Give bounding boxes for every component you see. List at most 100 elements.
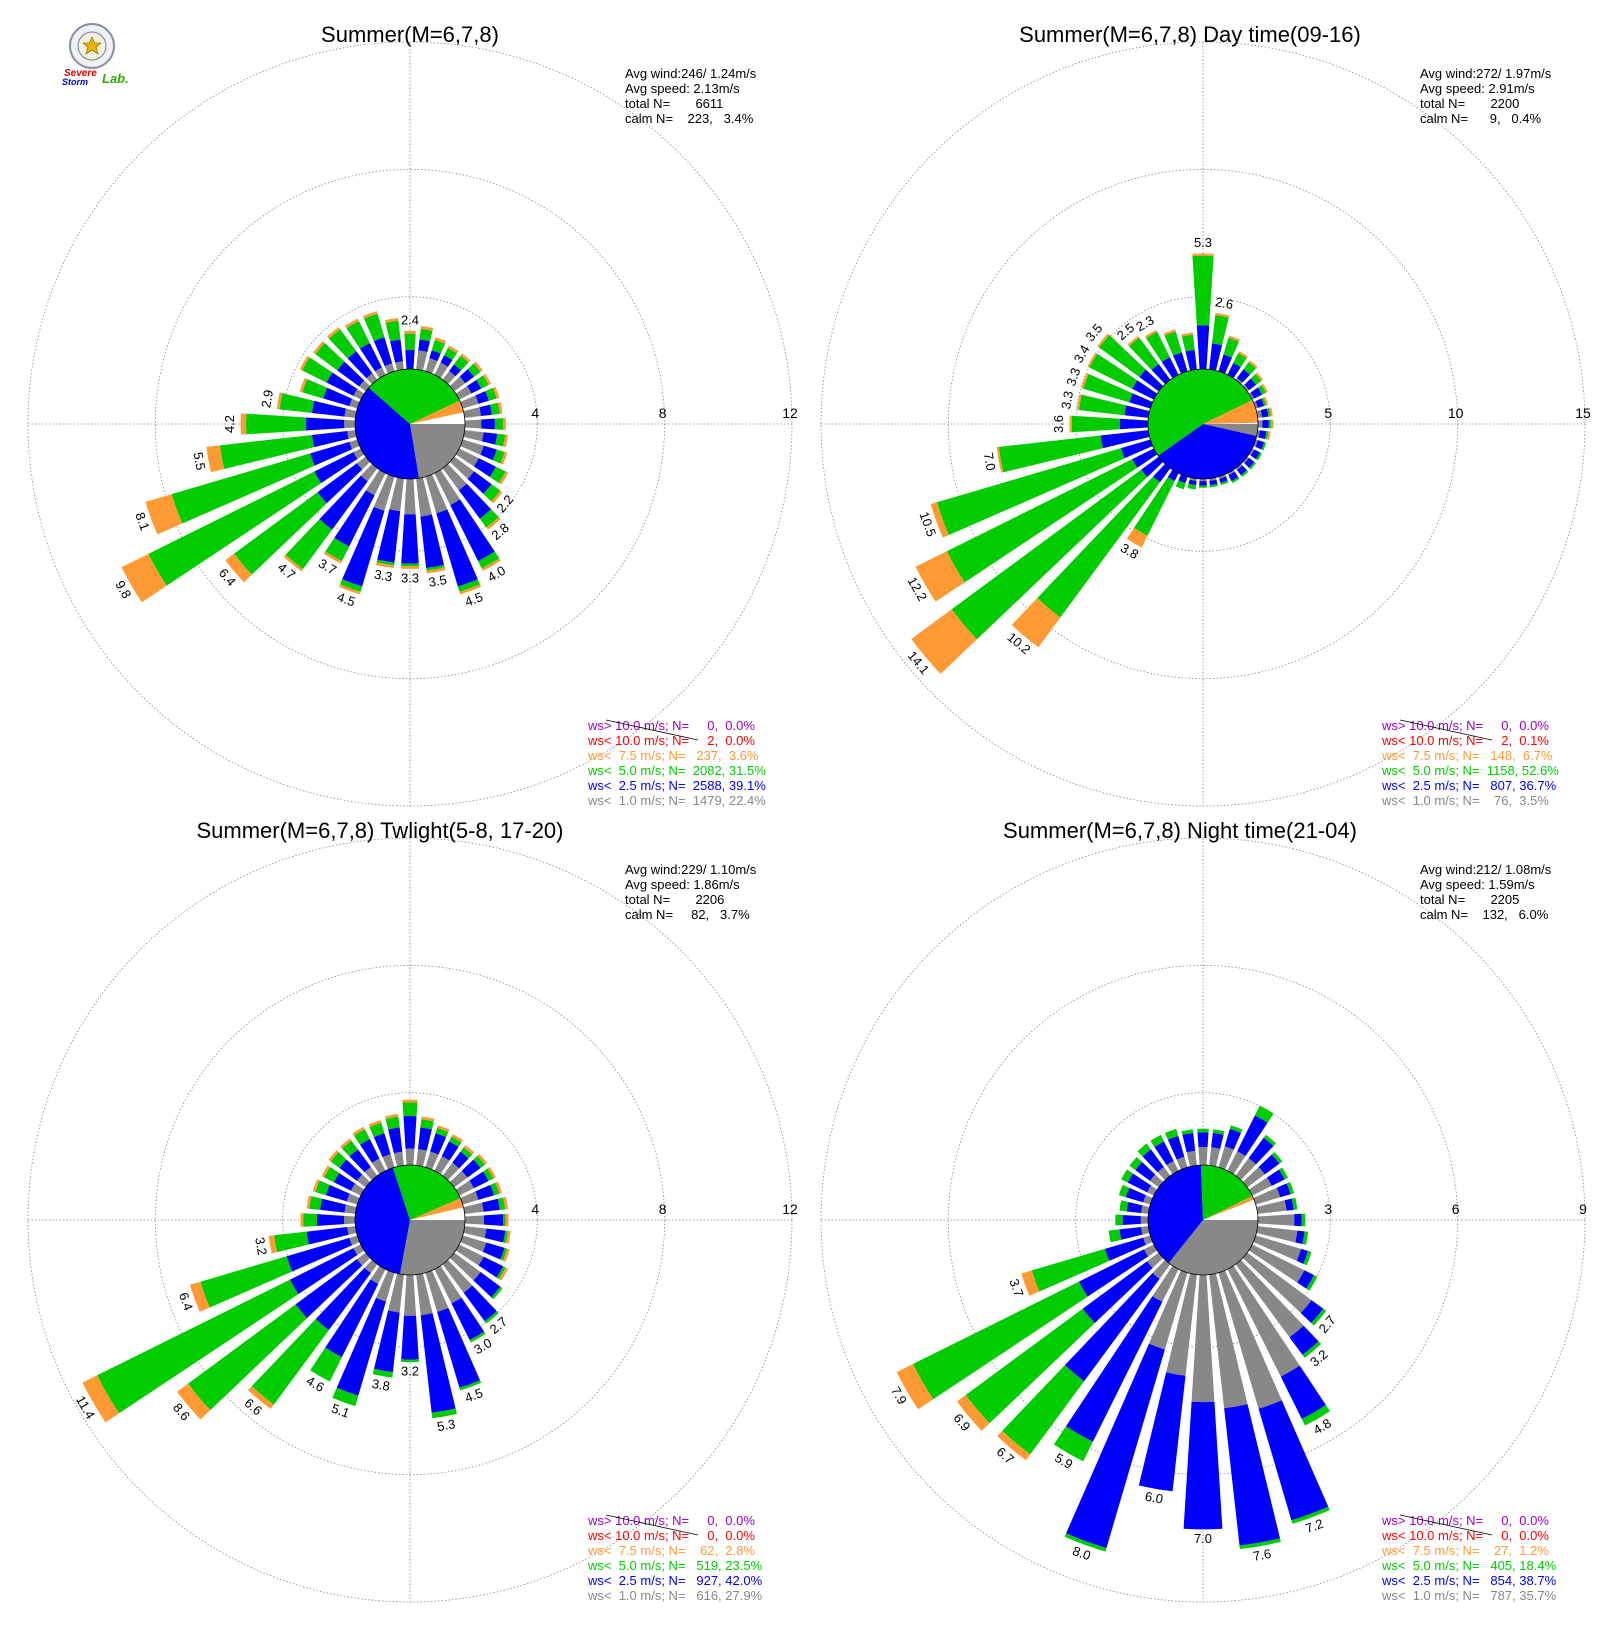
direction-bar: 9.8 <box>112 448 365 603</box>
bar-segment <box>1031 1248 1110 1292</box>
ring-2 <box>154 168 666 680</box>
direction-bar <box>1187 477 1197 490</box>
bar-segment <box>171 453 315 524</box>
bar-segment <box>483 484 501 502</box>
bar-segment <box>1182 1132 1196 1153</box>
direction-bar <box>1256 1197 1298 1214</box>
direction-bar <box>1248 383 1268 400</box>
legend-entry: ws< 2.5 m/s; N= 854, 38.7% <box>1381 1573 1557 1588</box>
bar-segment <box>1198 1146 1208 1166</box>
bar-segment <box>467 471 492 494</box>
direction-bar <box>1129 1157 1164 1188</box>
bar-segment <box>286 1237 353 1272</box>
bar-segment <box>455 386 472 400</box>
bar-label: 5.3 <box>436 1416 456 1434</box>
bar-segment <box>463 430 484 442</box>
bar-segment <box>473 458 496 478</box>
bar-segment <box>447 345 459 354</box>
bar-segment <box>384 317 399 323</box>
bar-segment <box>316 1214 345 1226</box>
bar-segment <box>1248 448 1255 456</box>
bar-segment <box>1311 1308 1327 1326</box>
logo-line1: Severe <box>64 68 97 79</box>
bar-segment <box>1253 1187 1281 1205</box>
bar-segment <box>1240 470 1249 478</box>
bar-segment <box>377 509 401 563</box>
bar-label: 3.3 <box>1063 366 1083 388</box>
bar-segment <box>401 1315 419 1360</box>
direction-bar: 3.7 <box>1006 1235 1153 1299</box>
direction-bar: 4.6 <box>304 1265 386 1395</box>
bar-segment <box>469 1171 489 1189</box>
stat-calm: calm N= 9, 0.4% <box>1420 111 1541 126</box>
direction-bar: 3.3 <box>373 477 404 584</box>
ring-2 <box>154 964 666 1476</box>
direction-bar <box>455 373 491 400</box>
panel-title: Summer(M=6,7,8) Night time(21-04) <box>1003 818 1357 843</box>
direction-bar <box>416 326 434 371</box>
direction-bar <box>464 1213 509 1227</box>
bar-segment <box>1199 478 1207 482</box>
ring-label: 9 <box>1579 1201 1587 1217</box>
pie-slice <box>355 387 419 479</box>
bar-segment <box>325 1184 350 1202</box>
bar-segment <box>388 1273 404 1313</box>
bar-segment <box>340 1138 352 1149</box>
legend-entry: ws< 10.0 m/s; N= 2, 0.0% <box>587 733 755 748</box>
bar-segment <box>1235 377 1243 385</box>
wind-rose-panel-3: 4 8 122.73.04.55.33.23.85.14.66.68.611.46.… <box>27 818 798 1603</box>
direction-bar: 7.6 <box>1209 1273 1281 1564</box>
bar-segment <box>1167 469 1179 482</box>
bar-segment <box>1164 331 1182 356</box>
bar-segment <box>1223 337 1239 358</box>
bar-segment <box>421 1116 435 1122</box>
bar-segment <box>395 361 404 371</box>
bar-label: 3.4 <box>1071 342 1093 365</box>
bar-label: 5.5 <box>190 451 208 471</box>
bar-segment <box>420 514 445 569</box>
bar-segment <box>356 456 371 470</box>
bar-segment <box>463 1145 475 1155</box>
bar-segment <box>475 1184 495 1200</box>
stat-avg-wind: Avg wind:246/ 1.24m/s <box>625 66 757 81</box>
bar-segment <box>1218 474 1226 479</box>
bar-segment <box>481 432 498 445</box>
bar-label: 4.5 <box>335 589 357 609</box>
bar-segment <box>1199 481 1207 486</box>
bar-segment <box>368 1120 382 1128</box>
bar-label: 5.3 <box>1194 235 1212 250</box>
bar-segment <box>1237 1115 1268 1157</box>
pie-slice <box>368 369 460 424</box>
direction-bar <box>1256 430 1271 441</box>
bar-segment <box>467 379 482 394</box>
bar-segment <box>1229 1125 1243 1133</box>
bar-label: 3.3 <box>1058 390 1076 410</box>
bar-segment <box>1243 362 1256 375</box>
bar-segment <box>326 372 358 396</box>
bar-segment <box>915 551 965 602</box>
bar-segment <box>442 463 467 491</box>
bar-segment <box>1302 1341 1322 1358</box>
bar-segment <box>1218 354 1233 374</box>
bar-segment <box>1053 1426 1093 1462</box>
direction-bar: 5.3 <box>416 1273 457 1434</box>
bar-segment <box>1228 335 1240 342</box>
bar-segment <box>1143 1244 1158 1257</box>
bar-segment <box>434 1156 450 1175</box>
direction-bar <box>368 1120 395 1170</box>
frequency-pie <box>1147 368 1259 480</box>
bar-segment <box>401 514 419 564</box>
direction-bar: 3.2 <box>252 1226 357 1256</box>
direction-bar <box>464 417 506 431</box>
bar-segment <box>349 439 360 450</box>
bar-segment <box>339 579 363 592</box>
bar-segment <box>1176 1156 1188 1170</box>
bar-segment <box>310 1347 342 1382</box>
bar-segment <box>1083 374 1133 403</box>
bar-segment <box>459 1380 482 1391</box>
legend-entry: ws< 2.5 m/s; N= 807, 36.7% <box>1381 778 1557 793</box>
bar-segment <box>1218 1146 1234 1170</box>
direction-bar <box>402 1099 418 1166</box>
bar-segment <box>1122 1214 1141 1226</box>
legend-entry: ws< 5.0 m/s; N= 519, 23.5% <box>587 1558 763 1573</box>
